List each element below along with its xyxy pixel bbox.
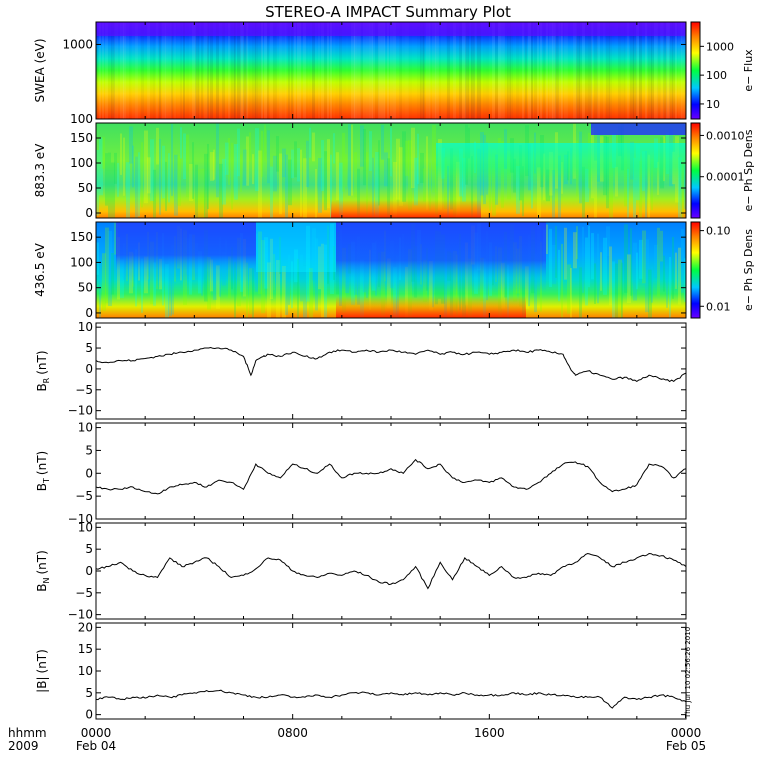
spectrogram	[96, 22, 686, 119]
panel-frame	[95, 422, 687, 520]
colorbar-tick-label: 0.0001	[706, 171, 745, 184]
y-axis-label-sub: N	[42, 578, 51, 584]
y-tick-label: −5	[75, 383, 93, 397]
series-line	[96, 346, 686, 383]
y-axis-label-unit: (nT)	[35, 350, 49, 374]
y-axis-label: |B| (nT)	[35, 649, 49, 693]
panel-frame	[95, 622, 687, 720]
time-tick-date-label: Feb 05	[666, 739, 706, 753]
y-axis-label: 436.5 eV	[33, 242, 47, 297]
panel-1: 10 100 1000 e− Flux SWEA (eV) 100 1000	[33, 21, 755, 126]
y-axis-label-main: B	[35, 584, 49, 592]
y-tick-label: 0	[85, 362, 93, 376]
time-axis-year-label: 2009	[8, 739, 39, 753]
plot-title: STEREO-A IMPACT Summary Plot	[265, 3, 511, 21]
y-tick-label: −10	[68, 608, 93, 622]
colorbar	[690, 221, 701, 319]
y-axis-label-sub: R	[42, 377, 51, 383]
panel-6: BN (nT) −10 −5 0 5 10	[35, 520, 687, 622]
series-line	[96, 552, 686, 590]
panel-5: BT (nT) −10 −5 0 5 10	[35, 421, 687, 526]
y-tick-label: 5	[85, 341, 93, 355]
panel-4: BR (nT) −10 −5 0 5 10	[35, 320, 687, 420]
y-axis-label: SWEA (eV)	[33, 38, 47, 102]
y-tick-label: 0	[85, 306, 93, 320]
colorbar	[690, 122, 701, 219]
y-tick-label: 10	[78, 664, 93, 678]
time-tick-date-label: Feb 04	[76, 739, 116, 753]
y-axis-label-main: B	[35, 383, 49, 391]
y-axis-label: BN (nT)	[35, 550, 51, 592]
y-tick-label: 5	[85, 542, 93, 556]
y-axis-label-unit: (nT)	[35, 451, 49, 475]
y-tick-label: 0	[85, 466, 93, 480]
y-axis-label-unit: (nT)	[35, 649, 49, 673]
y-tick-label: 50	[78, 181, 93, 195]
colorbar	[690, 21, 701, 120]
y-tick-label: 100	[70, 255, 93, 269]
y-tick-label: 100	[70, 112, 93, 126]
y-axis-label-main: |B|	[35, 676, 49, 692]
colorbar-tick-label: 10	[706, 98, 720, 111]
panel-frame	[95, 522, 687, 620]
y-tick-label: 5	[85, 686, 93, 700]
timestamp-label: Thu Jun 10 02:56:26 2010	[684, 627, 692, 719]
series-line	[96, 458, 686, 495]
spectrogram	[96, 222, 686, 318]
colorbar-label: e− Ph Sp Dens	[742, 229, 755, 311]
y-tick-label: 1000	[62, 37, 93, 51]
panel-frame	[95, 322, 687, 420]
y-tick-label: 20	[78, 620, 93, 634]
colorbar-tick-label: 100	[706, 69, 727, 82]
y-tick-label: 10	[78, 520, 93, 534]
time-tick-label: 0800	[277, 726, 308, 740]
y-tick-label: 15	[78, 642, 93, 656]
y-tick-label: 150	[70, 131, 93, 145]
spectrogram	[96, 123, 686, 218]
y-tick-label: −5	[75, 586, 93, 600]
y-tick-label: 150	[70, 230, 93, 244]
y-tick-label: 0	[85, 708, 93, 722]
colorbar-tick-label: 0.01	[706, 300, 731, 313]
y-tick-label: −10	[68, 512, 93, 526]
panel-7: |B| (nT) 0 5 10 15 20	[35, 620, 687, 722]
y-tick-label: −10	[68, 404, 93, 418]
time-axis-format-label: hhmm	[8, 726, 47, 740]
y-tick-label: 50	[78, 281, 93, 295]
y-axis-label: BT (nT)	[35, 451, 51, 491]
panel-3: 0.01 0.10 e− Ph Sp Dens 436.5 eV 0 50 100 150	[33, 221, 755, 320]
colorbar-tick-label: 0.10	[706, 225, 731, 238]
series-line	[96, 689, 686, 709]
y-tick-label: 10	[78, 320, 93, 334]
colorbar-tick-label: 1000	[706, 40, 734, 53]
colorbar-label: e− Flux	[742, 49, 755, 92]
y-axis-label: BR (nT)	[35, 350, 51, 391]
y-tick-label: 5	[85, 443, 93, 457]
time-tick-label: 0000	[81, 726, 112, 740]
colorbar-tick-label: 0.0010	[706, 129, 745, 142]
colorbar-label: e− Ph Sp Dens	[742, 129, 755, 211]
time-tick-label: 1600	[474, 726, 505, 740]
y-tick-label: −5	[75, 489, 93, 503]
y-tick-label: 0	[85, 564, 93, 578]
y-tick-label: 100	[70, 156, 93, 170]
time-tick-label: 0000	[671, 726, 702, 740]
y-tick-label: 0	[85, 206, 93, 220]
y-axis-label-unit: (nT)	[35, 550, 49, 574]
y-axis-label: 883.3 eV	[33, 143, 47, 198]
y-axis-label-main: B	[35, 483, 49, 491]
y-tick-label: 10	[78, 421, 93, 435]
y-axis-label-sub: T	[42, 478, 51, 484]
